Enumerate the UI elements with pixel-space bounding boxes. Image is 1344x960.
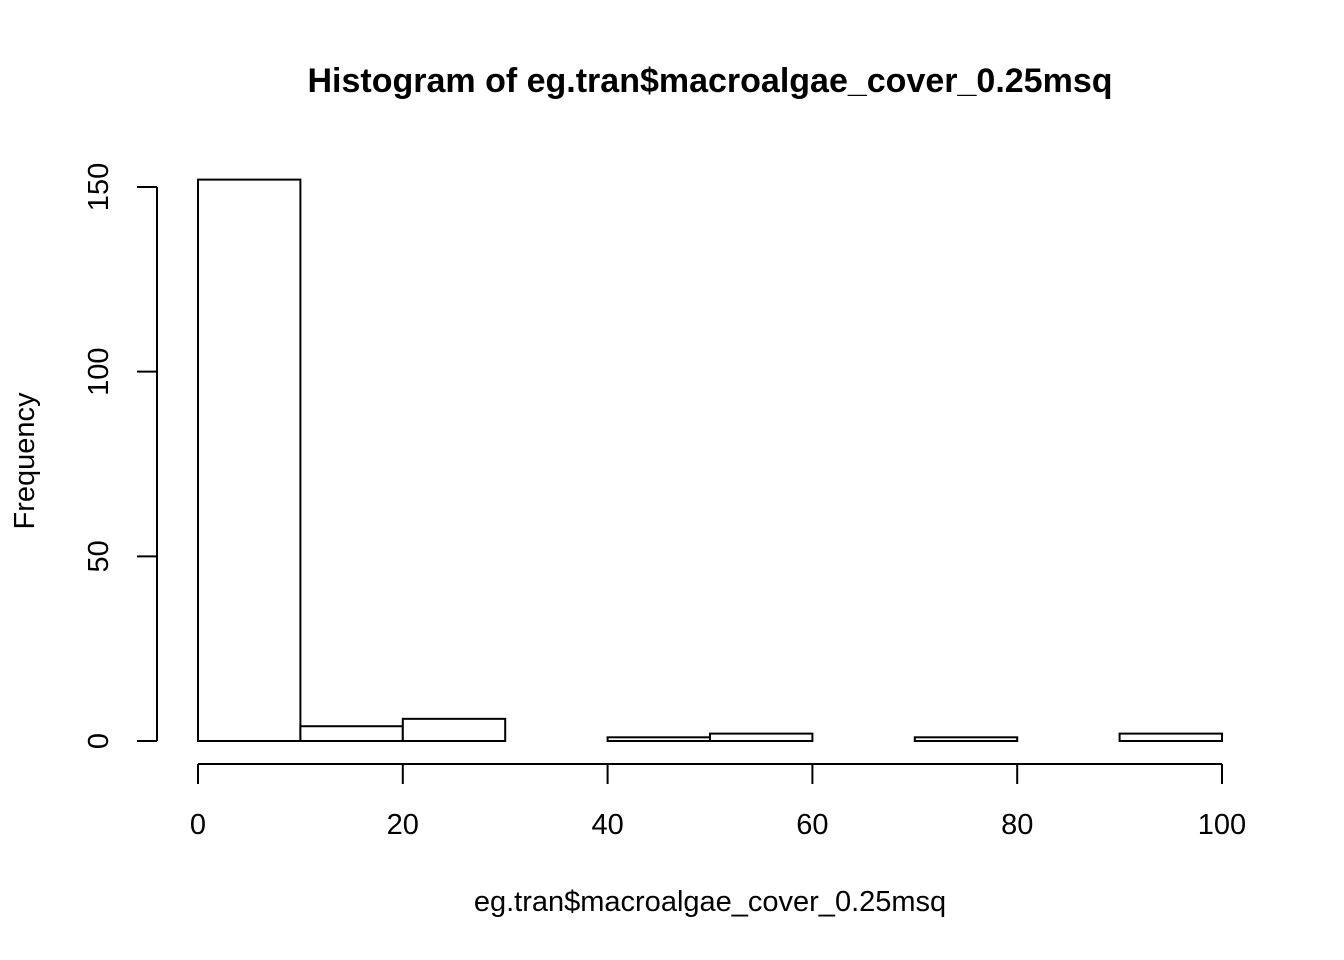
y-axis: 0 50 100 150 bbox=[83, 163, 158, 749]
bars-group bbox=[197, 178, 1223, 743]
histogram-bar bbox=[197, 178, 302, 742]
histogram-bar bbox=[401, 717, 507, 743]
y-axis-label: Frequency bbox=[9, 392, 41, 530]
histogram-bar bbox=[709, 732, 814, 743]
y-tick-label: 150 bbox=[83, 163, 115, 211]
y-tick-label: 0 bbox=[83, 733, 115, 749]
x-tick-label: 0 bbox=[190, 809, 206, 841]
y-tick-label: 50 bbox=[83, 540, 115, 572]
y-tick-label: 100 bbox=[83, 347, 115, 395]
x-axis: 0 20 40 60 80 100 bbox=[190, 763, 1246, 841]
histogram-bar bbox=[1118, 732, 1223, 743]
x-tick-label: 40 bbox=[591, 809, 623, 841]
x-tick-label: 100 bbox=[1198, 809, 1246, 841]
histogram-bar bbox=[606, 736, 711, 742]
x-tick-label: 60 bbox=[796, 809, 828, 841]
histogram-bar bbox=[299, 725, 404, 743]
x-tick-label: 80 bbox=[1001, 809, 1033, 841]
chart-title: Histogram of eg.tran$macroalgae_cover_0.… bbox=[307, 62, 1112, 100]
x-tick-label: 20 bbox=[387, 809, 419, 841]
histogram-bar bbox=[913, 736, 1019, 742]
x-axis-label: eg.tran$macroalgae_cover_0.25msq bbox=[474, 886, 946, 918]
